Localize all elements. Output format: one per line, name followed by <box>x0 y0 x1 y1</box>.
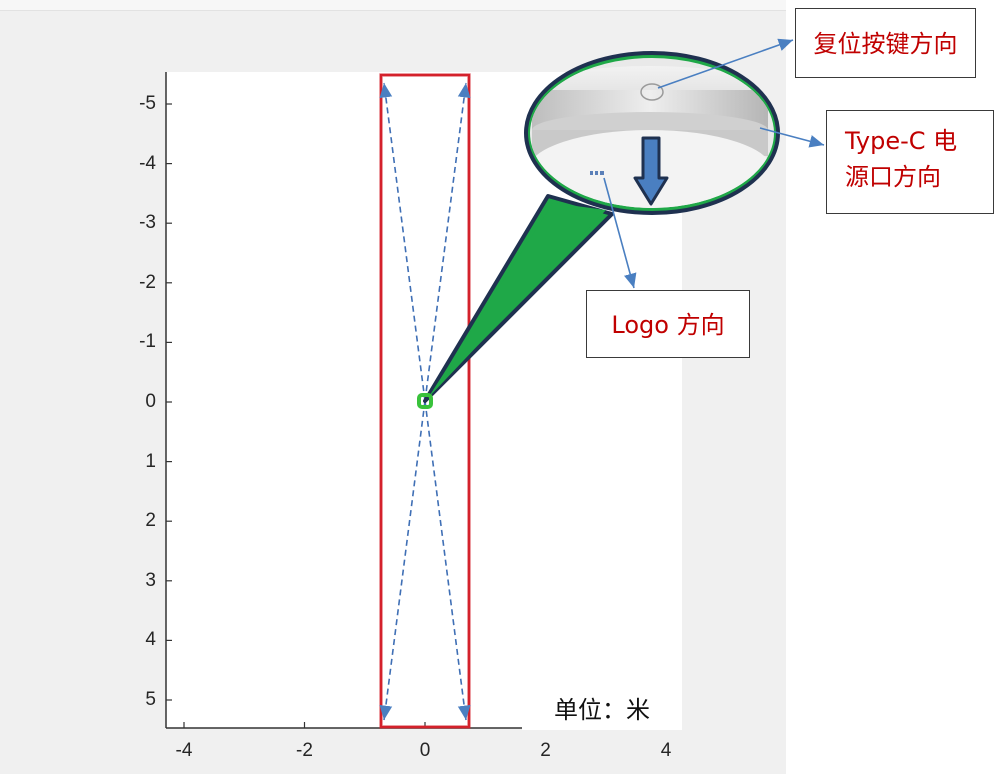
coverage-line-top-right <box>424 82 471 402</box>
callout-logo-direction: Logo 方向 <box>586 290 750 358</box>
x-tick-label: -4 <box>175 740 193 761</box>
y-tick-label: 5 <box>145 689 156 710</box>
leader-logo <box>603 177 637 289</box>
x-tick-label: 0 <box>419 740 431 761</box>
reset-button-dot <box>640 83 664 101</box>
detection-zone-rect <box>379 73 471 729</box>
y-tick-label: -3 <box>139 212 156 234</box>
coverage-line-top-left <box>379 82 426 402</box>
y-tick-label: 4 <box>145 629 156 651</box>
coverage-lines <box>379 82 471 721</box>
bubble-tail-fill <box>428 203 606 398</box>
y-tick-label: 0 <box>145 391 156 412</box>
leader-reset <box>657 38 794 89</box>
y-tick-label: 2 <box>145 510 156 532</box>
callout-reset-direction: 复位按键方向 <box>795 8 976 78</box>
y-tick-label: 1 <box>145 450 156 472</box>
coverage-line-bottom-right <box>424 400 471 721</box>
y-tick-label: -1 <box>139 331 156 353</box>
down-arrow-icon <box>633 136 669 206</box>
y-tick-label: -2 <box>139 271 156 293</box>
y-tick-label: -5 <box>139 93 156 114</box>
leader-arrows <box>603 38 825 289</box>
origin-marker-icon <box>417 393 433 409</box>
callout-typec-direction: Type-C 电 源口方向 <box>826 110 994 214</box>
callout-typec-line1: Type-C 电 <box>845 127 958 155</box>
coverage-line-bottom-left <box>379 400 426 721</box>
unit-label: 单位：米 <box>522 690 682 730</box>
callout-typec-line2: 源口方向 <box>845 163 941 191</box>
y-tick-label: -4 <box>139 152 156 174</box>
y-tick-label: 3 <box>145 569 156 591</box>
x-tick-label: -2 <box>296 740 313 761</box>
figure-toolbar-strip <box>0 0 786 11</box>
x-tick-label: 4 <box>660 740 672 761</box>
x-tick-label: 2 <box>540 740 551 761</box>
leader-typec <box>759 127 825 148</box>
logo-mark <box>590 171 593 175</box>
